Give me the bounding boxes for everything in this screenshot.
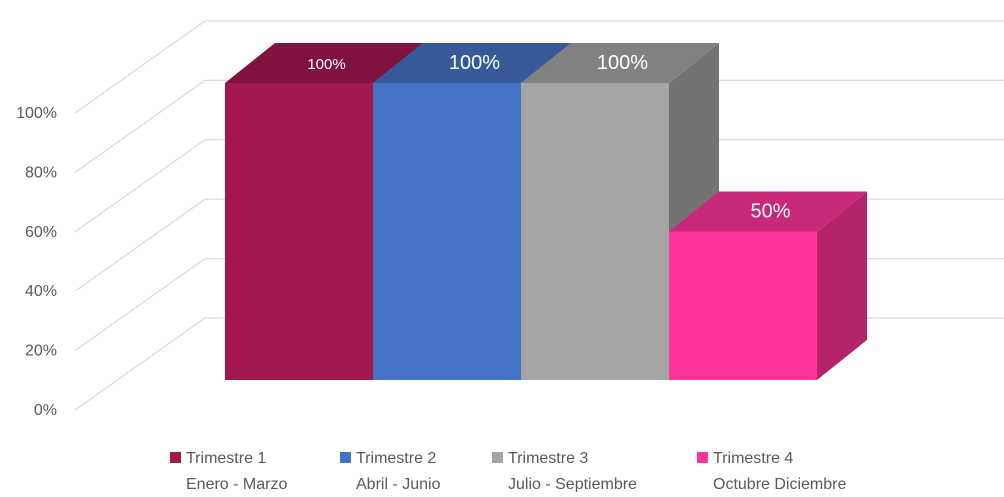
legend-label: Trimestre 4	[713, 450, 793, 467]
data-label: 100%	[307, 56, 345, 73]
legend-swatch	[492, 452, 503, 463]
y-tick-label: 0%	[34, 402, 57, 419]
bar-top-face	[521, 43, 719, 83]
bar-top-face	[225, 43, 423, 83]
legend-swatch	[697, 452, 708, 463]
bar-4	[669, 191, 867, 380]
bar-side-face	[817, 191, 867, 380]
data-labels-layer: 100% 100% 100% 50%	[307, 52, 790, 223]
bar-front-face	[373, 83, 521, 380]
y-tick-label: 80%	[25, 164, 57, 181]
legend-label: Trimestre 1	[186, 450, 266, 467]
legend-label: Trimestre 2	[356, 450, 436, 467]
data-label: 50%	[750, 201, 790, 223]
legend-sublabel: Octubre Diciembre	[713, 476, 846, 492]
legend-swatch	[170, 452, 181, 463]
legend-sublabel: Abril - Junio	[356, 476, 441, 492]
y-tick-label: 40%	[25, 283, 57, 300]
legend-swatch	[340, 452, 351, 463]
data-label: 100%	[597, 52, 648, 74]
legend-item-1: Trimestre 1 Enero - Marzo	[170, 450, 287, 493]
legend-label: Trimestre 3	[508, 450, 588, 467]
gridline	[74, 139, 1004, 233]
bar-front-face	[669, 231, 817, 380]
legend-sublabel: Enero - Marzo	[186, 476, 287, 492]
bar-front-face	[225, 83, 373, 380]
y-tick-label: 100%	[16, 105, 57, 122]
data-label: 100%	[449, 52, 500, 74]
y-axis-ticks: 0% 20% 40% 60% 80% 100%	[16, 105, 57, 419]
legend-item-3: Trimestre 3 Julio - Septiembre	[492, 450, 637, 493]
bars-layer	[225, 43, 867, 380]
legend-item-2: Trimestre 2 Abril - Junio	[340, 450, 441, 493]
gridline	[74, 20, 1004, 114]
y-tick-label: 60%	[25, 224, 57, 241]
bar-front-face	[521, 83, 669, 380]
legend-item-4: Trimestre 4 Octubre Diciembre	[697, 450, 846, 493]
gridline	[74, 79, 1004, 173]
y-tick-label: 20%	[25, 343, 57, 360]
legend-sublabel: Julio - Septiembre	[508, 476, 637, 492]
bar-top-face	[669, 191, 867, 232]
bar-top-face	[373, 43, 571, 83]
legend: Trimestre 1 Enero - Marzo Trimestre 2 Abril…	[170, 450, 846, 493]
